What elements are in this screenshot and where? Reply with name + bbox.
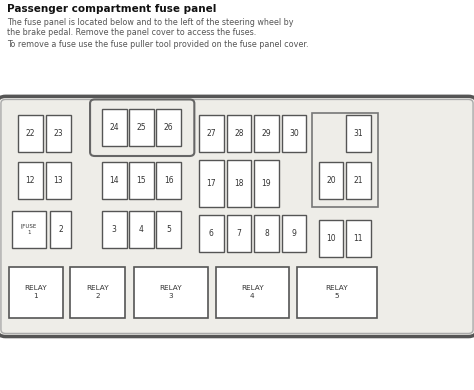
Text: 7: 7 <box>237 229 241 238</box>
Bar <box>129 162 154 199</box>
FancyBboxPatch shape <box>1 99 473 333</box>
Bar <box>9 267 63 318</box>
Bar <box>282 215 306 252</box>
Bar <box>254 160 279 207</box>
Text: 5: 5 <box>166 225 171 234</box>
Text: 6: 6 <box>209 229 214 238</box>
Bar <box>156 109 181 146</box>
Text: 18: 18 <box>234 179 244 188</box>
Text: RELAY
3: RELAY 3 <box>160 285 182 300</box>
Bar <box>282 115 306 152</box>
Text: RELAY
2: RELAY 2 <box>86 285 109 300</box>
Text: 29: 29 <box>262 129 271 138</box>
Text: 12: 12 <box>26 176 35 185</box>
Bar <box>129 109 154 146</box>
Text: [FUSE
1: [FUSE 1 <box>21 224 37 234</box>
Bar <box>70 267 125 318</box>
Text: Passenger compartment fuse panel: Passenger compartment fuse panel <box>7 4 217 14</box>
Bar <box>297 267 377 318</box>
Text: 8: 8 <box>264 229 269 238</box>
Text: the brake pedal. Remove the panel cover to access the fuses.: the brake pedal. Remove the panel cover … <box>7 28 256 37</box>
Text: 10: 10 <box>326 234 336 243</box>
Bar <box>227 215 251 252</box>
Text: 27: 27 <box>207 129 216 138</box>
Bar <box>199 215 224 252</box>
Text: 19: 19 <box>262 179 271 188</box>
Bar <box>346 220 371 257</box>
Bar <box>254 215 279 252</box>
Bar <box>134 267 208 318</box>
Text: 17: 17 <box>207 179 216 188</box>
Bar <box>156 162 181 199</box>
Text: 15: 15 <box>137 176 146 185</box>
Text: 16: 16 <box>164 176 173 185</box>
Text: 9: 9 <box>292 229 296 238</box>
Text: The fuse panel is located below and to the left of the steering wheel by: The fuse panel is located below and to t… <box>7 18 293 27</box>
Bar <box>346 115 371 152</box>
FancyBboxPatch shape <box>90 99 194 156</box>
Text: RELAY
1: RELAY 1 <box>25 285 47 300</box>
Text: 21: 21 <box>354 176 363 185</box>
Text: 20: 20 <box>326 176 336 185</box>
Bar <box>319 162 343 199</box>
Text: 2: 2 <box>58 225 63 234</box>
Text: 4: 4 <box>139 225 144 234</box>
Bar <box>12 211 46 248</box>
Bar <box>102 109 127 146</box>
Bar <box>199 160 224 207</box>
Text: To remove a fuse use the fuse puller tool provided on the fuse panel cover.: To remove a fuse use the fuse puller too… <box>7 40 309 49</box>
Bar <box>156 211 181 248</box>
Bar <box>18 115 43 152</box>
Text: RELAY
4: RELAY 4 <box>241 285 264 300</box>
Text: 30: 30 <box>289 129 299 138</box>
Bar <box>129 211 154 248</box>
Text: 23: 23 <box>54 129 63 138</box>
Bar <box>18 162 43 199</box>
Bar <box>50 211 71 248</box>
Bar <box>346 162 371 199</box>
Text: 31: 31 <box>354 129 363 138</box>
Bar <box>102 162 127 199</box>
Text: 25: 25 <box>137 123 146 132</box>
Bar <box>319 220 343 257</box>
Text: 24: 24 <box>109 123 119 132</box>
FancyBboxPatch shape <box>312 113 378 207</box>
Text: 14: 14 <box>109 176 119 185</box>
FancyBboxPatch shape <box>0 96 474 337</box>
Bar <box>227 160 251 207</box>
Text: RELAY
5: RELAY 5 <box>326 285 348 300</box>
Text: 26: 26 <box>164 123 173 132</box>
Bar <box>199 115 224 152</box>
Text: 22: 22 <box>26 129 35 138</box>
Bar <box>216 267 289 318</box>
Text: 3: 3 <box>112 225 117 234</box>
Bar <box>227 115 251 152</box>
Bar <box>46 115 71 152</box>
Bar <box>46 162 71 199</box>
Bar <box>254 115 279 152</box>
Text: 11: 11 <box>354 234 363 243</box>
Text: 13: 13 <box>54 176 63 185</box>
Bar <box>102 211 127 248</box>
Text: 28: 28 <box>234 129 244 138</box>
